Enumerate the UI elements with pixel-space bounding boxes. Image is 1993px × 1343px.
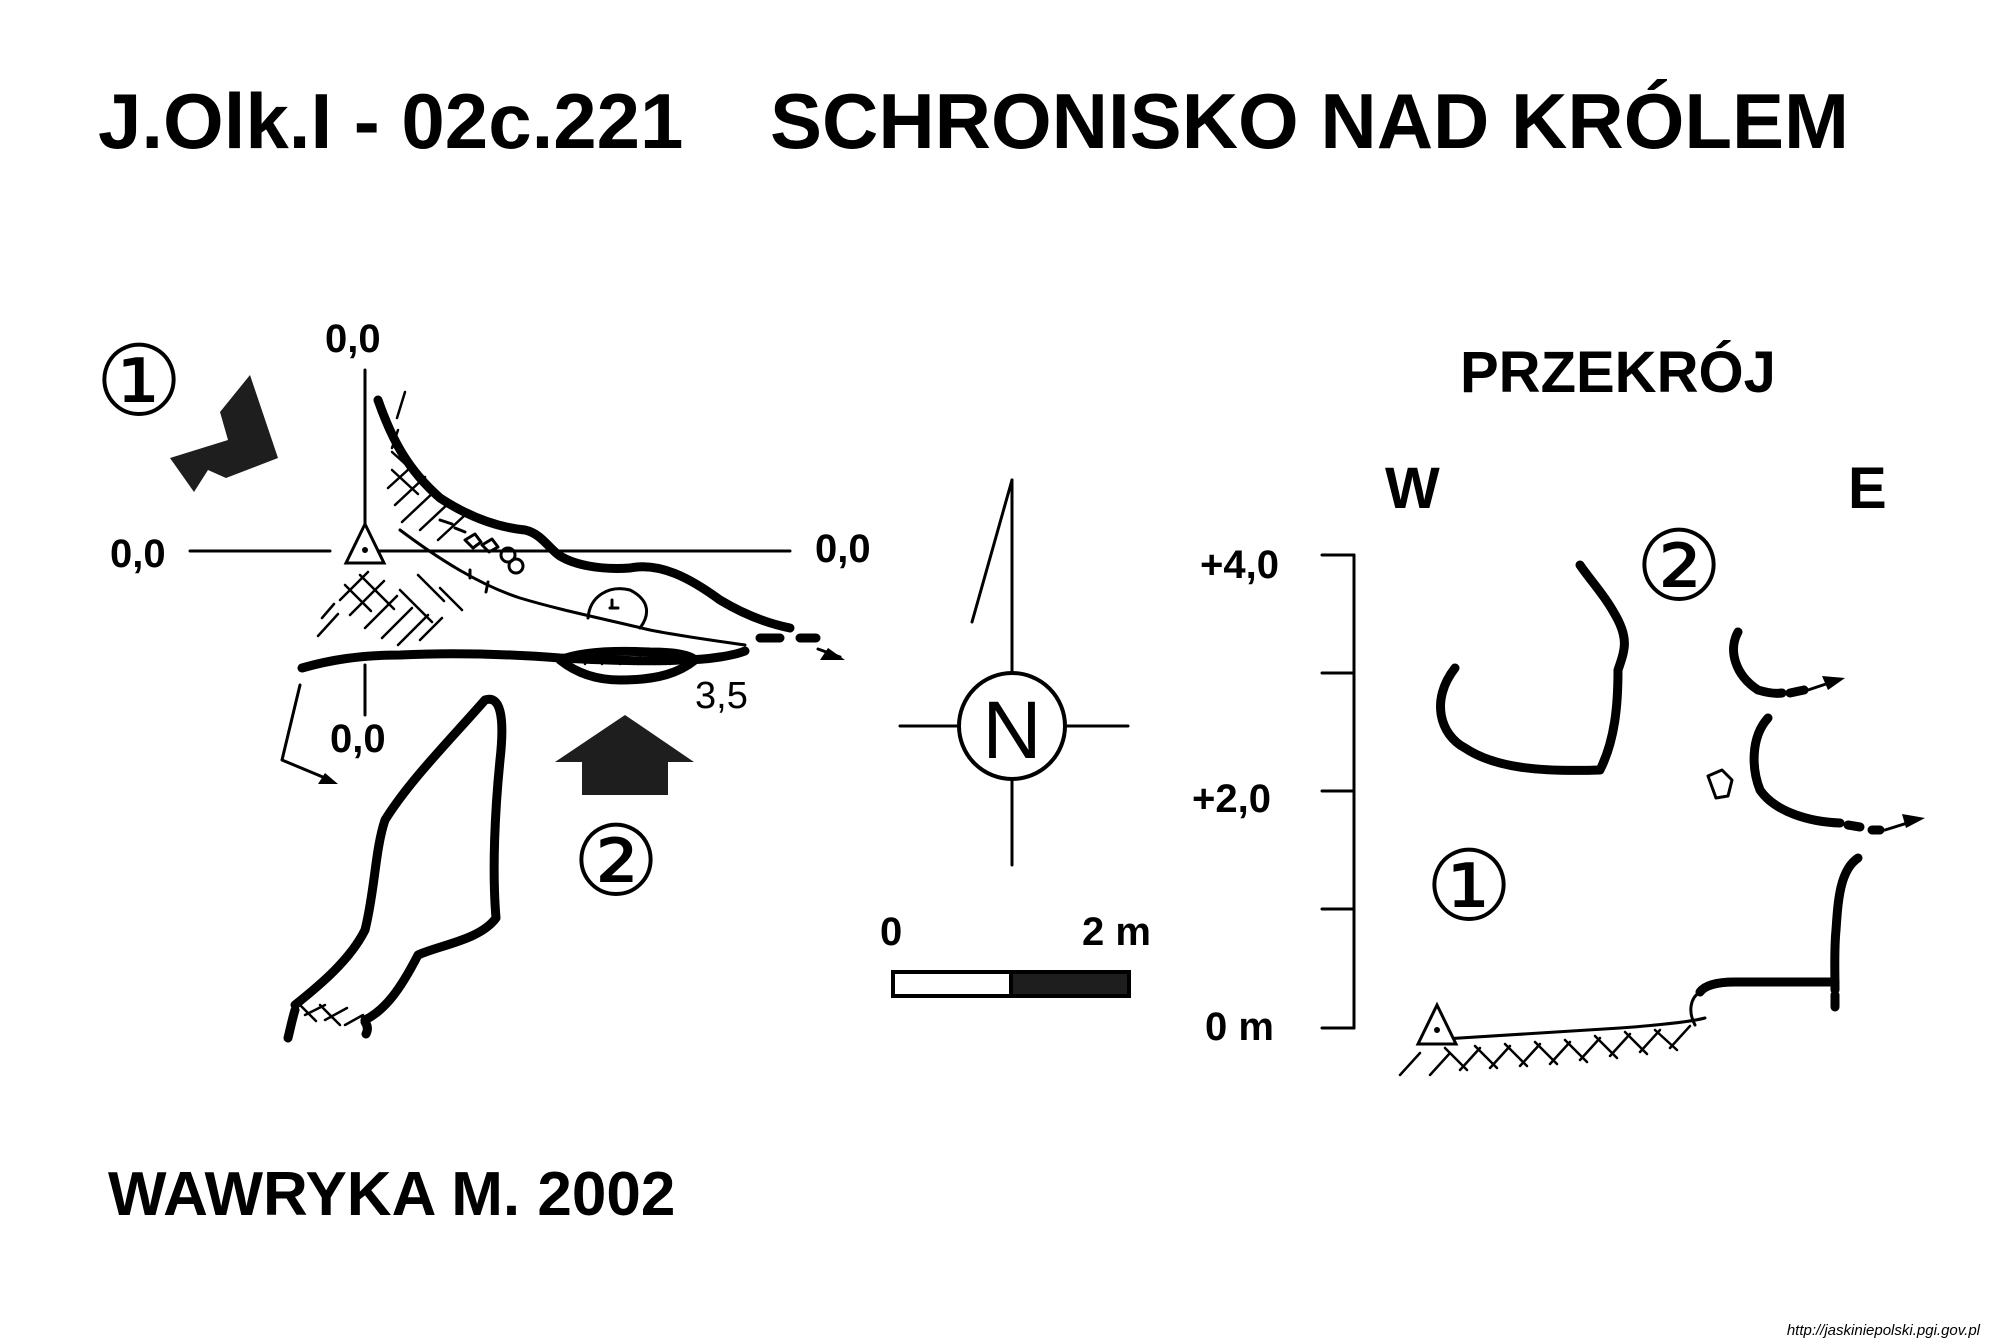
ledge-ticks (468, 568, 490, 594)
section-boulder (1706, 768, 1734, 800)
north-arrow: N (898, 478, 1130, 867)
scale-end-label: 2 m (1082, 910, 1151, 954)
datum-label-left: 0,0 (110, 532, 166, 576)
continuation-arrow-head (820, 648, 845, 660)
scale-bar: 0 2 m (880, 910, 1151, 998)
section-floor-hatching (1398, 1024, 1692, 1077)
passage-north-wall (373, 395, 795, 633)
section-floor-ledge (1695, 977, 1840, 997)
east-label: E (1848, 456, 1887, 521)
rock-step (586, 587, 649, 630)
side-arrow-line (280, 683, 332, 782)
survey-code: J.Olk.I - 02c.221 (98, 77, 683, 165)
section-title: PRZEKRÓJ (1460, 340, 1776, 405)
rock-step-mark (608, 598, 620, 610)
chimney-hachures (583, 655, 674, 666)
scale-segment-white (891, 970, 1013, 998)
datum-label-bottom: 0,0 (330, 717, 386, 761)
height-label-4: +4,0 (1200, 543, 1279, 587)
source-url: http://jaskiniepolski.pgi.gov.pl (1787, 1322, 1981, 1339)
section-middle-east-dash (1843, 820, 1885, 835)
section-upper-arrow-head (1822, 676, 1845, 690)
section-middle-east-wall (1749, 713, 1845, 828)
entrance-2-arrow (555, 715, 694, 795)
section-chimney-wall (1436, 560, 1629, 775)
ledge-line (398, 528, 747, 647)
cave-name: SCHRONISKO NAD KRÓLEM (770, 77, 1849, 165)
section-upper-east-wall (1729, 627, 1787, 698)
section-upper-east-dash (1785, 685, 1809, 698)
height-label-0: 0 m (1205, 1005, 1274, 1049)
north-compass-circle (957, 671, 1067, 781)
section-lower-east-wall (1830, 853, 1863, 995)
section-entrance-2-marker: ② (1635, 510, 1723, 624)
north-arrow-pointer (970, 478, 1014, 624)
boulders-icon (438, 518, 525, 575)
rock-floor-hatching (316, 390, 466, 647)
height-label-2: +2,0 (1192, 777, 1271, 821)
entrance-1-arrow (170, 375, 278, 492)
south-passage-west-wall (290, 695, 490, 1010)
section-middle-arrow-head (1902, 814, 1925, 828)
entrance-2-marker: ② (572, 805, 660, 919)
section-survey-station-triangle (1415, 1001, 1459, 1046)
datum-label-right: 0,0 (815, 527, 871, 571)
side-arrow-head (318, 773, 338, 784)
section-floor-line (1426, 1016, 1707, 1042)
author-credit: WAWRYKA M. 2002 (108, 1160, 675, 1229)
plan-view: 0,0 0,0 0,0 0,0 (95, 317, 871, 1043)
chimney-outline (555, 646, 700, 685)
section-entrance-1-marker: ① (1425, 830, 1513, 944)
section-view: PRZEKRÓJ W E +4,0 +2,0 0 m ① ② (1192, 340, 1925, 1077)
survey-station-triangle (343, 520, 387, 565)
scale-start-label: 0 (880, 910, 902, 954)
entrance-1-marker: ① (95, 325, 183, 439)
west-label: W (1385, 456, 1440, 521)
depth-label: 3,5 (695, 675, 748, 717)
datum-label-top: 0,0 (325, 317, 381, 361)
scale-segment-black (1009, 970, 1131, 998)
south-passage-end (283, 1005, 372, 1043)
south-passage-hatching (298, 1003, 365, 1027)
south-passage-east-wall (360, 694, 507, 1025)
north-letter: N (982, 685, 1041, 776)
